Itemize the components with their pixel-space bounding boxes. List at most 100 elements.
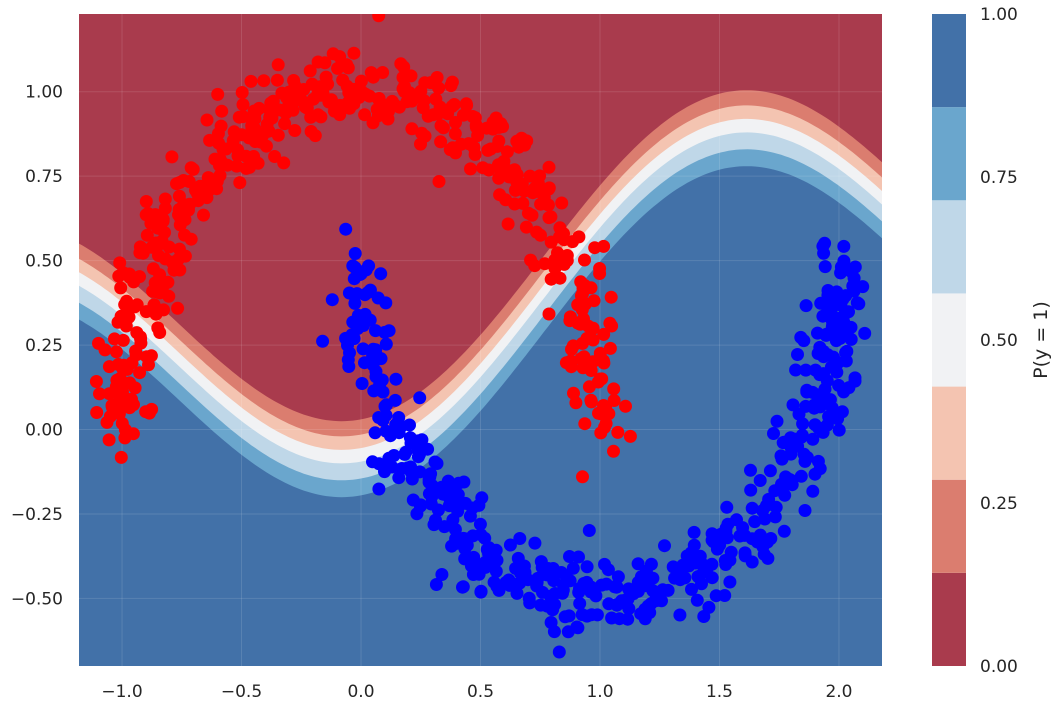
point-class-0 bbox=[576, 470, 589, 484]
point-class-0 bbox=[270, 73, 284, 87]
point-class-1 bbox=[634, 570, 648, 584]
point-class-1 bbox=[459, 496, 472, 510]
x-axis-ticks: −1.0 −0.5 0.0 0.5 1.0 1.5 2.0 bbox=[101, 682, 852, 702]
point-class-1 bbox=[548, 598, 562, 612]
point-class-0 bbox=[466, 110, 480, 123]
point-class-0 bbox=[145, 402, 159, 416]
point-class-1 bbox=[767, 427, 780, 440]
point-class-0 bbox=[343, 101, 357, 115]
point-class-1 bbox=[847, 284, 861, 298]
colorbar-segment bbox=[932, 14, 966, 108]
point-class-1 bbox=[808, 467, 822, 481]
point-class-1 bbox=[489, 564, 503, 578]
point-class-0 bbox=[98, 343, 112, 357]
point-class-0 bbox=[305, 77, 319, 91]
colorbar-segment bbox=[932, 200, 966, 294]
point-class-1 bbox=[852, 297, 866, 311]
point-class-1 bbox=[806, 484, 820, 498]
point-class-0 bbox=[100, 415, 114, 429]
point-class-0 bbox=[125, 356, 139, 370]
point-class-0 bbox=[226, 134, 240, 147]
point-class-1 bbox=[316, 334, 330, 348]
point-class-1 bbox=[503, 538, 517, 552]
colorbar-segment bbox=[932, 293, 966, 387]
point-class-1 bbox=[580, 560, 594, 574]
point-class-0 bbox=[156, 212, 170, 226]
point-class-0 bbox=[526, 186, 540, 200]
point-class-1 bbox=[797, 334, 811, 348]
point-class-0 bbox=[611, 425, 625, 439]
point-class-0 bbox=[288, 124, 302, 137]
point-class-1 bbox=[848, 260, 862, 274]
point-class-1 bbox=[571, 621, 585, 635]
point-class-0 bbox=[93, 387, 106, 401]
point-class-1 bbox=[837, 239, 851, 253]
point-class-0 bbox=[599, 417, 613, 431]
point-class-0 bbox=[173, 218, 187, 232]
scatter-points bbox=[89, 14, 872, 659]
point-class-1 bbox=[345, 328, 359, 342]
point-class-1 bbox=[641, 599, 655, 613]
point-class-0 bbox=[197, 208, 210, 222]
point-class-1 bbox=[813, 389, 827, 402]
point-class-1 bbox=[799, 399, 813, 413]
point-class-0 bbox=[516, 196, 530, 210]
point-class-1 bbox=[806, 432, 820, 446]
point-class-1 bbox=[430, 457, 444, 470]
point-class-1 bbox=[413, 391, 427, 405]
point-class-0 bbox=[263, 111, 277, 124]
point-class-1 bbox=[789, 363, 803, 377]
point-class-0 bbox=[385, 94, 399, 108]
point-class-0 bbox=[578, 253, 591, 267]
point-class-0 bbox=[538, 257, 552, 271]
point-class-1 bbox=[513, 532, 527, 545]
point-class-1 bbox=[452, 476, 466, 490]
point-class-0 bbox=[492, 161, 506, 175]
colorbar-segment bbox=[932, 572, 966, 666]
point-class-0 bbox=[501, 217, 515, 231]
point-class-0 bbox=[347, 46, 361, 60]
point-class-1 bbox=[719, 525, 733, 539]
point-class-0 bbox=[153, 268, 167, 282]
point-class-0 bbox=[542, 307, 556, 321]
point-class-0 bbox=[318, 56, 332, 70]
point-class-1 bbox=[613, 612, 626, 626]
point-class-0 bbox=[303, 64, 317, 78]
point-class-0 bbox=[115, 416, 129, 430]
point-class-1 bbox=[832, 423, 846, 437]
point-class-0 bbox=[594, 407, 608, 421]
point-class-1 bbox=[601, 563, 615, 577]
y-axis-ticks: −0.50 −0.25 0.00 0.25 0.50 0.75 1.00 bbox=[11, 83, 63, 610]
point-class-0 bbox=[149, 307, 163, 321]
point-class-0 bbox=[607, 382, 621, 396]
point-class-0 bbox=[515, 177, 529, 191]
point-class-0 bbox=[344, 92, 358, 105]
point-class-0 bbox=[376, 66, 390, 79]
point-class-1 bbox=[786, 398, 800, 412]
point-class-1 bbox=[359, 263, 373, 277]
point-class-1 bbox=[720, 500, 734, 514]
point-class-0 bbox=[200, 113, 214, 127]
point-class-1 bbox=[471, 563, 485, 577]
point-class-1 bbox=[848, 371, 862, 385]
point-class-0 bbox=[464, 162, 477, 176]
point-class-1 bbox=[690, 593, 704, 607]
point-class-0 bbox=[441, 107, 455, 121]
colorbar-segment bbox=[932, 479, 966, 573]
point-class-0 bbox=[311, 108, 325, 122]
point-class-0 bbox=[371, 109, 385, 123]
point-class-1 bbox=[517, 559, 531, 573]
point-class-1 bbox=[685, 582, 698, 596]
point-class-1 bbox=[833, 327, 847, 341]
point-class-0 bbox=[573, 317, 587, 331]
point-class-0 bbox=[182, 175, 196, 188]
y-tick-label: 0.50 bbox=[25, 252, 63, 272]
point-class-1 bbox=[768, 484, 782, 498]
x-tick-label: −0.5 bbox=[221, 682, 262, 702]
point-class-0 bbox=[623, 429, 637, 443]
y-tick-label: 0.75 bbox=[25, 167, 63, 187]
point-class-1 bbox=[456, 580, 470, 594]
point-class-1 bbox=[425, 479, 439, 492]
point-class-1 bbox=[768, 510, 782, 524]
